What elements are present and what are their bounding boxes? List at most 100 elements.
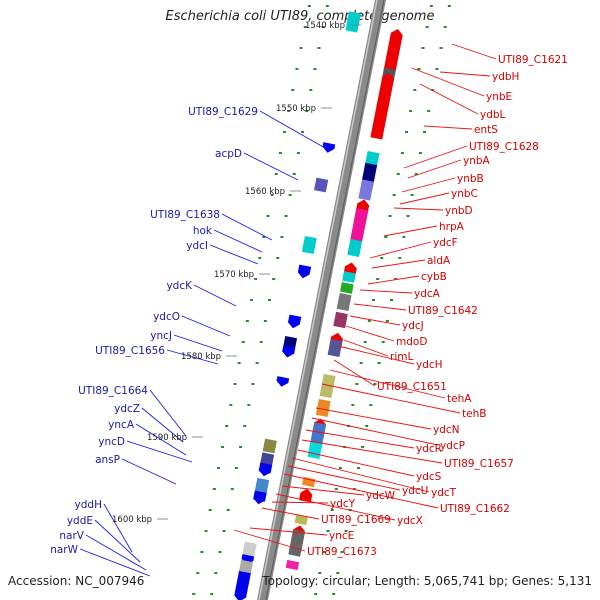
tick-mark xyxy=(309,89,313,91)
tick-mark xyxy=(421,47,425,49)
tick-mark xyxy=(332,593,336,595)
tick-mark xyxy=(239,446,243,448)
tick-mark xyxy=(307,5,311,7)
reverse-gene-feature xyxy=(299,488,313,503)
reverse-gene-label: ydcX xyxy=(397,515,423,527)
scale-label: 1550 kbp xyxy=(276,104,316,114)
tick-mark xyxy=(352,488,356,490)
reverse-gene-feature xyxy=(302,476,316,488)
tick-mark xyxy=(317,47,321,49)
tick-mark xyxy=(409,110,413,112)
tick-mark xyxy=(303,26,307,28)
reverse-gene-feature xyxy=(327,338,343,358)
forward-gene-feature xyxy=(297,264,312,279)
tick-mark xyxy=(406,215,410,217)
tick-mark xyxy=(367,320,371,322)
reverse-gene-feature xyxy=(285,559,300,571)
reverse-gene-label: aldA xyxy=(427,255,451,267)
reverse-gene-label: ydcF xyxy=(433,237,458,249)
reverse-gene-label: rimL xyxy=(390,351,413,363)
forward-gene-label: UTI89_C1656 xyxy=(95,345,165,357)
tick-mark xyxy=(431,89,435,91)
reverse-gene-label: ydcP xyxy=(440,440,465,452)
tick-mark xyxy=(381,341,385,343)
tick-mark xyxy=(398,257,402,259)
reverse-gene-label: ydcN xyxy=(433,424,460,436)
reverse-gene-label: ydcS xyxy=(416,471,442,483)
forward-gene-label: yncD xyxy=(98,436,125,448)
tick-mark xyxy=(270,194,274,196)
scale-labels: 1540 kbp 1550 kbp 1560 kbp 1570 kbp 1580 kbp… xyxy=(112,21,361,525)
tick-mark xyxy=(234,467,238,469)
tick-mark xyxy=(435,68,439,70)
tick-mark xyxy=(334,488,338,490)
reverse-gene-feature xyxy=(294,514,308,526)
tick-mark xyxy=(377,362,381,364)
tick-mark xyxy=(192,593,196,595)
forward-gene-feature xyxy=(258,462,273,477)
reverse-gene-feature xyxy=(343,262,357,275)
forward-gene-label: yddH xyxy=(75,499,102,511)
tick-mark xyxy=(313,68,317,70)
gene-features xyxy=(234,11,403,600)
map-title: Escherichia coli UTI89, complete genome xyxy=(165,9,435,24)
tick-mark xyxy=(284,215,288,217)
reverse-gene-feature xyxy=(315,398,331,418)
tick-mark xyxy=(262,236,266,238)
reverse-gene-label: mdoD xyxy=(396,336,427,348)
tick-mark xyxy=(429,5,433,7)
tick-mark xyxy=(230,488,234,490)
tick-mark xyxy=(369,404,373,406)
tick-mark xyxy=(218,551,222,553)
tick-mark xyxy=(356,467,360,469)
forward-gene-label: UTI89_C1629 xyxy=(188,106,258,118)
tick-mark xyxy=(405,131,409,133)
reverse-gene-label: ydcR xyxy=(416,443,442,455)
scale-label: 1570 kbp xyxy=(214,270,254,280)
reverse-gene-feature xyxy=(336,292,352,312)
scale-label: 1560 kbp xyxy=(245,187,285,197)
reverse-gene-label: ydcT xyxy=(431,487,457,499)
scale-label: 1540 kbp xyxy=(305,21,345,31)
accession-text: Accession: NC_007946 xyxy=(8,574,145,588)
tick-mark xyxy=(283,131,287,133)
reverse-gene-label: ynbB xyxy=(457,173,484,185)
tick-mark xyxy=(254,278,258,280)
reverse-gene-label: UTI89_C1621 xyxy=(498,54,568,66)
reverse-gene-label: tehB xyxy=(462,408,486,420)
tick-mark xyxy=(344,530,348,532)
tick-mark xyxy=(361,446,365,448)
reverse-gene-label: entS xyxy=(474,124,498,136)
tick-mark xyxy=(259,341,263,343)
tick-mark xyxy=(226,509,230,511)
forward-gene-label: acpD xyxy=(215,148,242,160)
tick-mark xyxy=(245,320,249,322)
tick-mark xyxy=(208,509,212,511)
reverse-gene-feature xyxy=(333,311,348,329)
tick-mark xyxy=(196,572,200,574)
reverse-gene-feature xyxy=(383,29,403,75)
tick-mark xyxy=(402,236,406,238)
forward-gene-label: ydcZ xyxy=(114,403,140,415)
tick-mark xyxy=(318,572,322,574)
tick-mark xyxy=(376,278,380,280)
forward-gene-label: ydcI xyxy=(186,240,208,252)
tick-mark xyxy=(314,593,318,595)
forward-gene-feature xyxy=(288,314,302,329)
tick-mark xyxy=(425,26,429,28)
tick-mark xyxy=(394,278,398,280)
reverse-gene-label: ydcU xyxy=(402,485,428,497)
tick-mark xyxy=(258,257,262,259)
tick-mark xyxy=(291,89,295,91)
reverse-gene-label: UTI89_C1669 xyxy=(321,514,391,526)
tick-mark xyxy=(338,467,342,469)
label-leaders xyxy=(79,43,497,577)
tick-mark xyxy=(251,383,255,385)
tick-mark xyxy=(351,404,355,406)
reverse-gene-label: ynbD xyxy=(445,205,473,217)
tick-mark xyxy=(267,299,271,301)
tick-mark xyxy=(241,341,245,343)
